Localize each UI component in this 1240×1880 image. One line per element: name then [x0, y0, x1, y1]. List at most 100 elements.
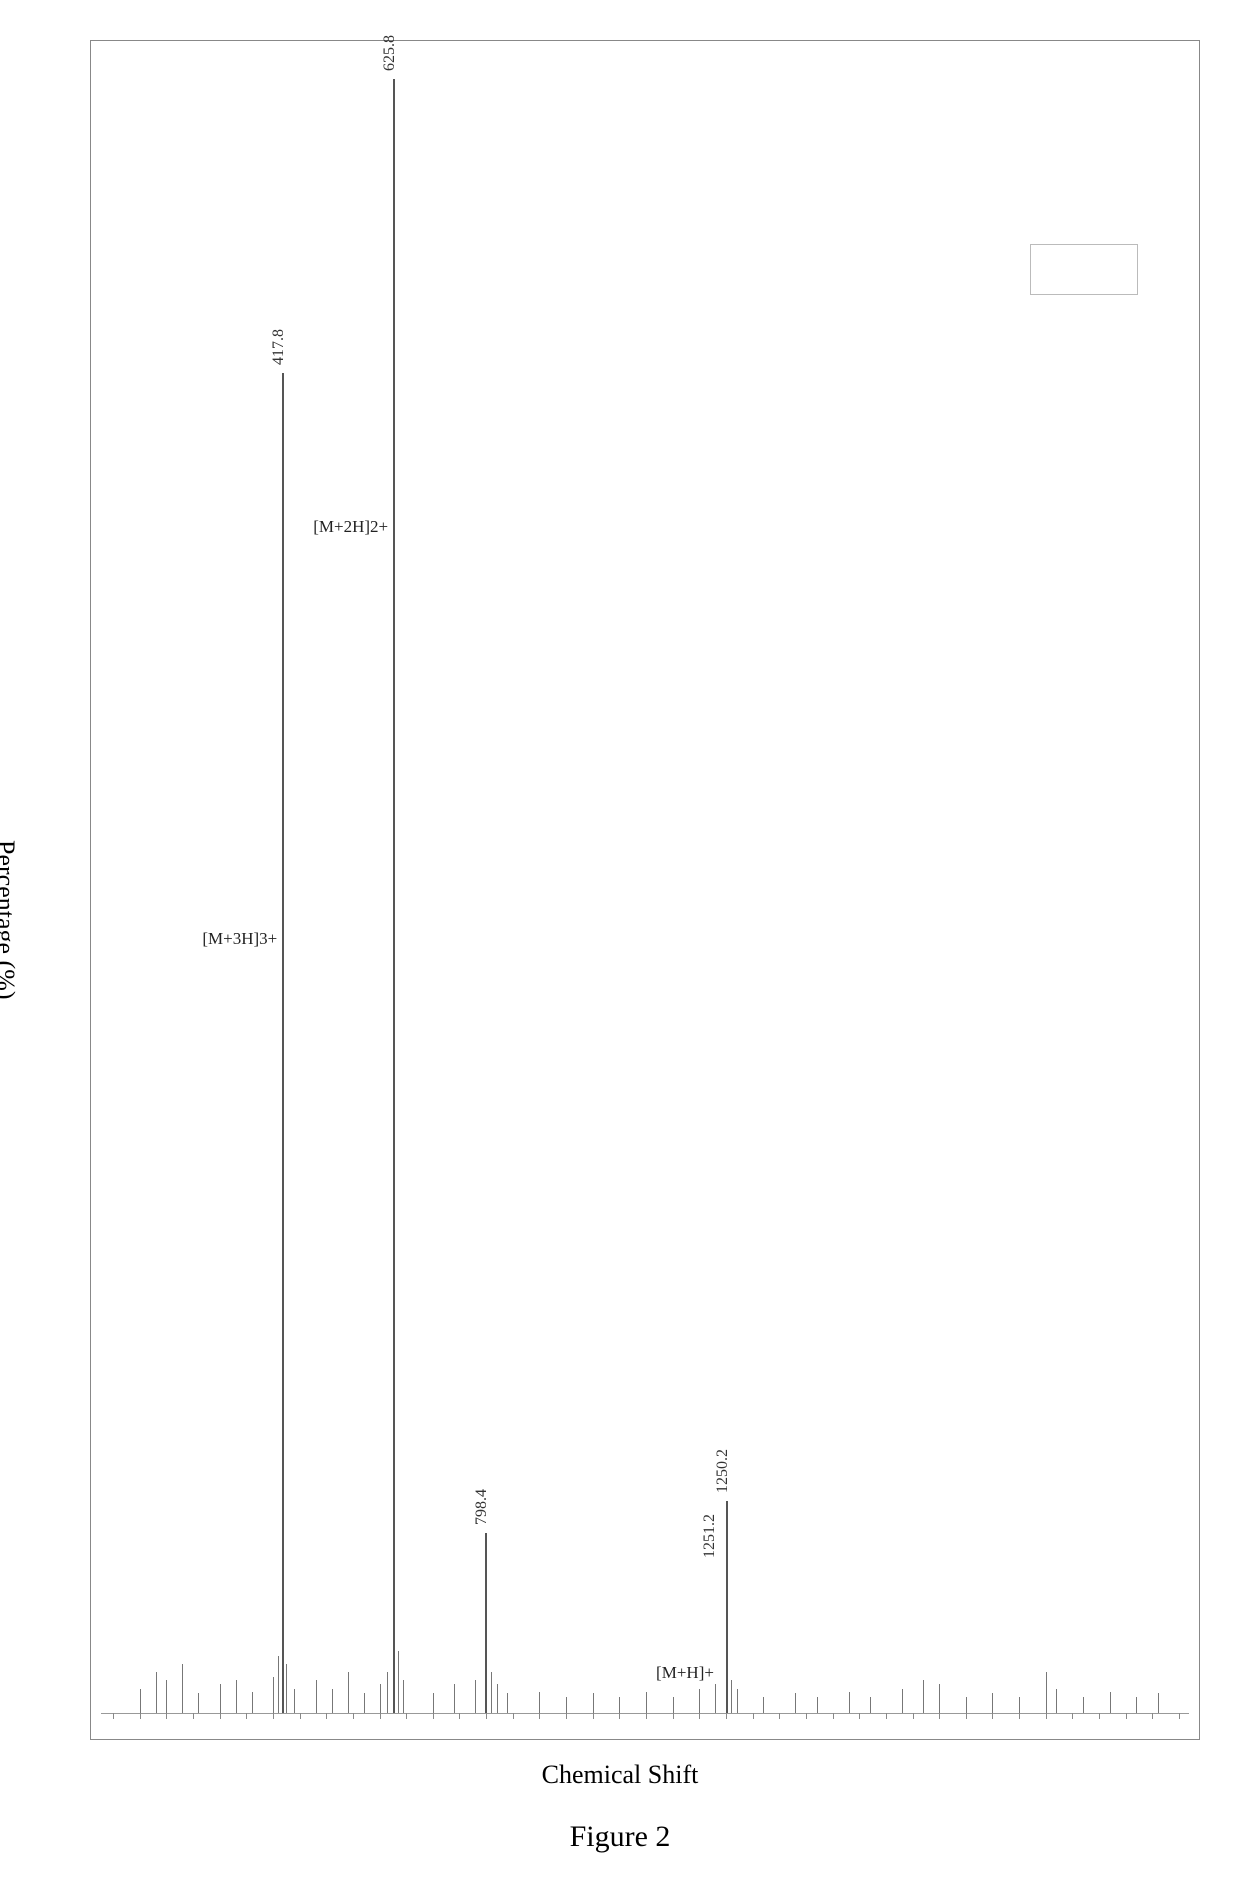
noise-peak — [156, 1672, 157, 1713]
spectrum-plot: 417.8[M+3H]3+625.8[M+2H]2+798.41250.2[M+… — [91, 41, 1199, 1739]
x-tick — [1019, 1713, 1020, 1719]
figure-caption: Figure 2 — [0, 1820, 1240, 1854]
noise-peak — [398, 1651, 399, 1713]
baseline — [101, 1713, 1189, 1714]
x-tick — [380, 1713, 381, 1719]
peak — [393, 79, 395, 1713]
peak-mz-label: 625.8 — [381, 35, 399, 71]
x-tick — [113, 1713, 114, 1719]
noise-peak — [273, 1677, 274, 1713]
noise-peak — [699, 1689, 700, 1714]
x-tick — [539, 1713, 540, 1719]
noise-peak — [1158, 1693, 1159, 1713]
x-tick — [406, 1713, 407, 1719]
noise-peak — [507, 1693, 508, 1713]
x-tick — [273, 1713, 274, 1719]
x-tick — [673, 1713, 674, 1719]
x-tick — [1046, 1713, 1047, 1719]
x-tick — [566, 1713, 567, 1719]
x-tick — [193, 1713, 194, 1719]
x-tick — [486, 1713, 487, 1719]
x-tick — [859, 1713, 860, 1719]
x-tick — [166, 1713, 167, 1719]
noise-peak — [454, 1684, 455, 1713]
noise-peak — [166, 1680, 167, 1713]
x-tick — [300, 1713, 301, 1719]
noise-peak — [236, 1680, 237, 1713]
noise-peak — [870, 1697, 871, 1713]
noise-peak — [140, 1689, 141, 1714]
noise-peak — [294, 1689, 295, 1714]
noise-peak — [491, 1672, 492, 1713]
noise-peak — [939, 1684, 940, 1713]
x-tick — [459, 1713, 460, 1719]
noise-peak — [364, 1693, 365, 1713]
x-tick — [593, 1713, 594, 1719]
noise-peak — [332, 1689, 333, 1714]
x-tick — [433, 1713, 434, 1719]
peak — [727, 1566, 729, 1713]
x-tick — [886, 1713, 887, 1719]
noise-peak — [737, 1689, 738, 1714]
x-tick — [699, 1713, 700, 1719]
x-tick — [939, 1713, 940, 1719]
noise-peak — [646, 1692, 647, 1713]
peak-mz-label: 1251.2 — [701, 1514, 719, 1558]
peak-ion-label: [M+3H]3+ — [202, 929, 277, 949]
noise-peak — [966, 1697, 967, 1713]
x-tick — [1072, 1713, 1073, 1719]
x-tick — [140, 1713, 141, 1719]
noise-peak — [1110, 1692, 1111, 1713]
noise-peak — [763, 1697, 764, 1713]
x-tick — [646, 1713, 647, 1719]
noise-peak — [316, 1680, 317, 1713]
peak-mz-label: 417.8 — [270, 329, 288, 365]
peak-mz-label: 798.4 — [473, 1489, 491, 1525]
noise-peak — [1083, 1697, 1084, 1713]
noise-peak — [902, 1689, 903, 1714]
x-tick — [326, 1713, 327, 1719]
y-axis-label: Percentage (%) — [0, 840, 20, 1000]
x-tick — [966, 1713, 967, 1719]
x-tick — [619, 1713, 620, 1719]
x-tick — [246, 1713, 247, 1719]
plot-frame: 417.8[M+3H]3+625.8[M+2H]2+798.41250.2[M+… — [90, 40, 1200, 1740]
noise-peak — [252, 1692, 253, 1713]
noise-peak — [566, 1697, 567, 1713]
peak-ion-label: [M+2H]2+ — [313, 517, 388, 537]
noise-peak — [1056, 1689, 1057, 1714]
x-tick — [992, 1713, 993, 1719]
noise-peak — [1019, 1697, 1020, 1713]
noise-peak — [731, 1680, 732, 1713]
legend-box — [1030, 244, 1139, 295]
noise-peak — [619, 1697, 620, 1713]
peak-mz-label: 1250.2 — [714, 1449, 732, 1493]
x-tick — [753, 1713, 754, 1719]
noise-peak — [992, 1693, 993, 1713]
noise-peak — [923, 1680, 924, 1713]
noise-peak — [497, 1684, 498, 1713]
x-axis-label: Chemical Shift — [0, 1760, 1240, 1790]
noise-peak — [673, 1697, 674, 1713]
peak-ion-label: [M+H]+ — [656, 1663, 714, 1683]
x-tick — [833, 1713, 834, 1719]
x-tick — [220, 1713, 221, 1719]
noise-peak — [278, 1656, 279, 1713]
noise-peak — [286, 1664, 287, 1713]
x-tick — [779, 1713, 780, 1719]
noise-peak — [849, 1692, 850, 1713]
noise-peak — [1046, 1672, 1047, 1713]
noise-peak — [795, 1693, 796, 1713]
x-tick — [726, 1713, 727, 1719]
x-tick — [1152, 1713, 1153, 1719]
noise-peak — [380, 1684, 381, 1713]
peak — [282, 373, 284, 1713]
noise-peak — [715, 1684, 716, 1713]
x-tick — [1179, 1713, 1180, 1719]
noise-peak — [198, 1693, 199, 1713]
noise-peak — [387, 1672, 388, 1713]
noise-peak — [403, 1680, 404, 1713]
x-tick — [513, 1713, 514, 1719]
noise-peak — [539, 1692, 540, 1713]
x-tick — [913, 1713, 914, 1719]
